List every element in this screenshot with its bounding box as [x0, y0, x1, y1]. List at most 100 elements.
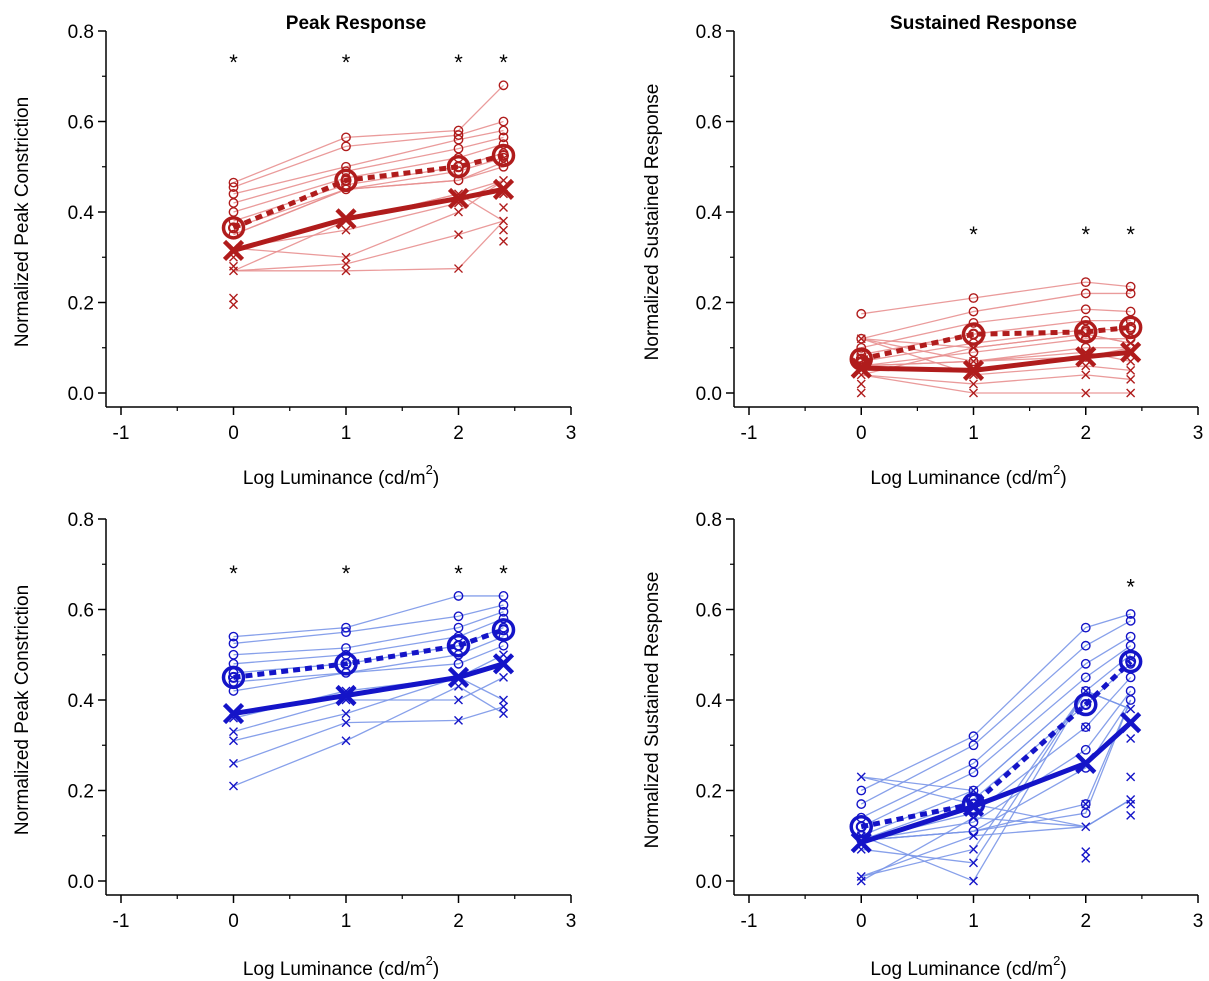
x-axis-label: Log Luminance (cd/m2) — [243, 462, 439, 489]
subject-x-marker — [969, 388, 978, 398]
subject-line-x — [861, 374, 1131, 385]
y-tick-label: 0.2 — [696, 782, 722, 803]
mean-circle-inner — [498, 149, 509, 161]
subject-line-circle — [233, 129, 504, 195]
significance-star: * — [499, 50, 508, 75]
subject-x-marker — [856, 334, 866, 344]
x-tick-label: 2 — [453, 423, 464, 444]
subject-line-x — [233, 220, 504, 272]
y-tick-label: 0.6 — [696, 113, 722, 134]
subject-circle-marker — [856, 785, 867, 796]
y-tick-label: 0.0 — [68, 872, 94, 893]
subject-line-x — [861, 333, 1131, 376]
subject-line-circle — [233, 136, 504, 204]
subject-circle-marker — [341, 627, 351, 638]
y-axis-label: Normalized Peak Constriction — [12, 97, 33, 347]
significance-star: * — [342, 561, 351, 586]
subject-x-marker — [856, 876, 866, 886]
subject-x-marker — [454, 715, 463, 725]
subject-circle-marker — [1080, 277, 1091, 288]
mean-x-marker — [962, 795, 985, 817]
y-tick-label: 0.8 — [68, 22, 94, 43]
subject-circle-marker — [1080, 658, 1091, 669]
subject-circle-marker — [856, 342, 867, 353]
subject-line-circle — [233, 645, 504, 692]
mean-circle-marker — [491, 618, 516, 642]
subject-line-circle — [233, 611, 504, 656]
subject-circle-marker — [1080, 288, 1091, 299]
significance-star: * — [342, 50, 351, 75]
mean-x-marker — [222, 239, 245, 262]
mean-line-dashed — [232, 153, 505, 231]
mean-x-marker — [335, 684, 357, 707]
subject-x-marker — [341, 225, 351, 235]
subject-line-circle — [233, 120, 504, 188]
y-axis-label: Normalized Sustained Response — [642, 572, 663, 849]
y-tick-label: 0.0 — [696, 384, 722, 405]
y-tick-label: 0.2 — [68, 294, 94, 315]
subject-x-marker — [341, 266, 351, 276]
subject-line-circle — [233, 595, 504, 638]
x-tick-label: 0 — [228, 423, 239, 444]
subject-circle-marker — [968, 317, 979, 328]
subject-x-marker — [969, 844, 978, 854]
mean-circle-marker — [961, 322, 986, 346]
mean-x-marker — [1075, 752, 1097, 774]
mean-circle-inner — [1125, 656, 1137, 668]
significance-star: * — [454, 50, 463, 75]
mean-line-solid — [232, 186, 504, 253]
subject-circle-marker — [453, 611, 464, 622]
mean-circle-inner — [1080, 326, 1092, 338]
subject-circle-marker — [968, 293, 979, 303]
mean-circle-marker — [446, 155, 471, 179]
x-tick-label: 1 — [968, 423, 979, 444]
subject-circle-marker — [1080, 744, 1091, 755]
subject-line-x — [233, 685, 504, 787]
subject-line-circle — [233, 617, 504, 665]
subject-x-marker — [1126, 733, 1136, 743]
mean-circle-inner — [855, 353, 867, 365]
mean-circle-inner — [1125, 321, 1137, 333]
y-tick-label: 0.0 — [696, 872, 722, 893]
subject-x-marker — [1126, 365, 1136, 375]
panel-peak_red: 0.0 0.2 0.4 0.6 0.8 -1 0 1 2 3 Log Luminance (cd/m… — [12, 13, 576, 489]
x-tick-label: -1 — [741, 911, 758, 932]
mean-x-marker — [1120, 341, 1142, 363]
subject-line-x — [861, 374, 1131, 394]
subject-circle-marker — [1125, 640, 1136, 651]
significance-star: * — [1126, 222, 1135, 247]
mean-x-marker — [335, 208, 357, 230]
subject-x-marker — [1081, 847, 1091, 857]
x-tick-label: -1 — [113, 423, 130, 444]
subject-circle-marker — [228, 182, 239, 193]
subject-x-marker — [1126, 356, 1136, 366]
subject-x-marker — [1081, 370, 1091, 380]
subject-x-marker — [229, 300, 238, 310]
significance-star: * — [229, 561, 238, 586]
subject-circle-marker — [856, 799, 867, 809]
subject-line-circle — [860, 645, 1132, 828]
x-tick-label: 1 — [341, 423, 352, 444]
mean-circle-inner — [453, 640, 464, 652]
subject-x-marker — [1126, 799, 1136, 809]
subject-circle-marker — [968, 740, 979, 751]
subject-x-marker — [229, 293, 238, 303]
y-tick-label: 0.8 — [696, 510, 722, 531]
x-tick-label: 2 — [453, 911, 464, 932]
subject-circle-marker — [498, 125, 509, 136]
mean-line-dashed — [860, 324, 1131, 362]
subject-circle-marker — [341, 141, 351, 152]
panel-peak_blue: 0.0 0.2 0.4 0.6 0.8 -1 0 1 2 3 Log Luminance (cd/m… — [12, 510, 576, 980]
x-axis-label-superscript: 2 — [1053, 953, 1060, 968]
x-axis-label-suffix: ) — [433, 959, 439, 980]
subject-x-marker — [499, 225, 508, 235]
x-tick-label: 3 — [1193, 423, 1204, 444]
subject-x-marker — [1126, 374, 1136, 384]
mean-line-dashed — [233, 627, 505, 680]
mean-circle-inner — [498, 624, 509, 636]
subject-circle-marker — [968, 306, 979, 317]
mean-x-marker — [1120, 712, 1142, 734]
mean-circle-inner — [228, 222, 239, 234]
subject-x-marker — [969, 831, 978, 841]
